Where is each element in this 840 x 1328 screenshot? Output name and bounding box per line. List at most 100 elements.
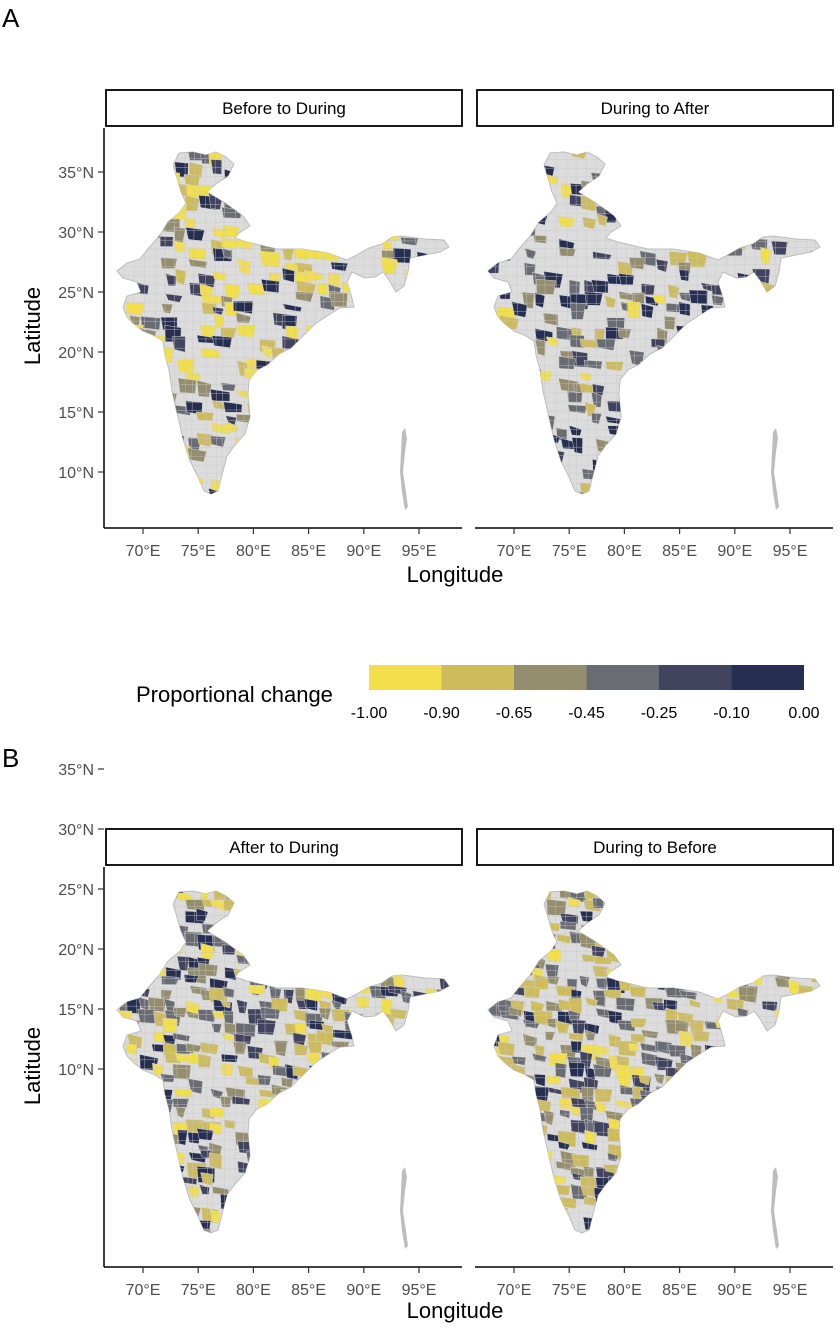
district [378, 1186, 394, 1199]
district [655, 216, 676, 233]
district [701, 891, 716, 905]
panel-a: A Before to During During to After [2, 3, 838, 587]
district [343, 203, 364, 217]
district [760, 1030, 779, 1041]
district [662, 1166, 684, 1182]
district [783, 1089, 801, 1100]
district [641, 493, 659, 494]
district [783, 466, 802, 480]
district [162, 347, 174, 365]
district [689, 999, 701, 1009]
district [147, 1110, 159, 1123]
district [160, 182, 178, 192]
district [328, 194, 342, 205]
district [590, 279, 609, 294]
district [797, 182, 810, 193]
district [664, 1088, 676, 1102]
y-tick-label: 25°N [58, 882, 94, 899]
district [496, 338, 515, 355]
district [655, 1085, 673, 1099]
district [296, 204, 310, 217]
district [379, 934, 396, 949]
district [352, 942, 371, 953]
x-tick-label: 90°E [346, 1282, 381, 1299]
district [533, 974, 549, 990]
district [628, 1150, 643, 1163]
district [808, 481, 820, 494]
district-border [488, 1022, 820, 1025]
district [628, 954, 648, 970]
district [136, 1160, 153, 1174]
district [488, 235, 499, 246]
district [340, 1120, 355, 1130]
district [819, 1199, 820, 1216]
district-border [752, 891, 757, 1233]
district-border [117, 228, 449, 232]
district [427, 305, 448, 323]
district [351, 400, 372, 413]
district-border [117, 383, 449, 386]
district [506, 161, 519, 177]
district [628, 985, 647, 998]
district [679, 897, 695, 913]
district [414, 403, 435, 418]
district [818, 163, 820, 178]
district [403, 470, 419, 479]
district [584, 291, 604, 306]
district [321, 377, 340, 391]
district [304, 369, 324, 386]
district [126, 898, 142, 908]
district-border [488, 1113, 820, 1115]
district [453, 238, 471, 251]
district [332, 1029, 353, 1040]
district [510, 900, 528, 914]
district-border [117, 1111, 449, 1115]
district [701, 934, 713, 950]
y-axis-title: Latitude [20, 287, 45, 365]
district [735, 1183, 754, 1198]
district [638, 899, 657, 911]
district [141, 1099, 156, 1113]
district [365, 443, 377, 459]
legend-break-label: 0.00 [788, 705, 819, 722]
district [785, 278, 798, 296]
district [771, 1033, 791, 1044]
district [329, 390, 350, 408]
district [175, 1106, 187, 1119]
district [249, 1229, 265, 1233]
district [810, 999, 820, 1012]
district [555, 1062, 567, 1078]
district [129, 315, 141, 327]
district [824, 471, 838, 484]
district [620, 1129, 632, 1146]
district-border [341, 152, 346, 494]
district [345, 967, 357, 977]
district-border [484, 871, 486, 1251]
district [650, 1176, 665, 1190]
district [714, 1121, 734, 1132]
district-border [488, 374, 820, 377]
district [653, 1073, 665, 1085]
district-border [488, 1140, 820, 1143]
district [785, 313, 797, 324]
district [352, 978, 372, 994]
district [304, 1153, 320, 1164]
district [764, 1152, 776, 1162]
district [401, 1133, 414, 1149]
district [530, 447, 545, 461]
district [627, 301, 641, 319]
district [125, 1118, 144, 1129]
district [235, 1231, 248, 1233]
district [591, 412, 602, 425]
district [117, 334, 130, 346]
district [453, 450, 469, 467]
district [137, 1199, 157, 1209]
district [415, 1184, 436, 1199]
district [429, 930, 449, 941]
district [367, 1172, 380, 1191]
district [329, 290, 348, 308]
district [752, 394, 767, 406]
district [568, 491, 587, 494]
district [749, 1100, 762, 1113]
district [441, 1141, 449, 1156]
